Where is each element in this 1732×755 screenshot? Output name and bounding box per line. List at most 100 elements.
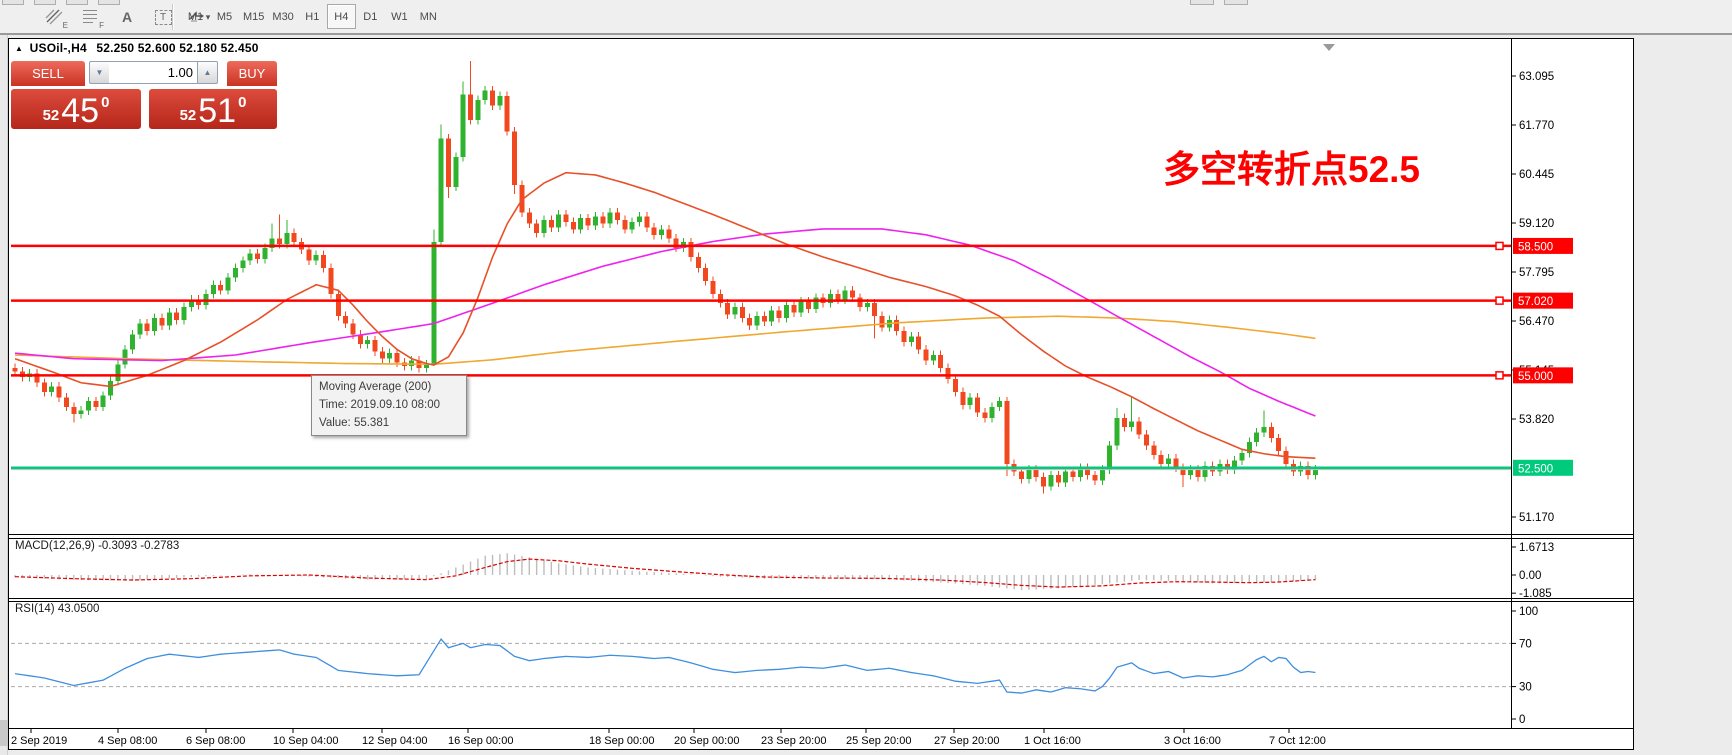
date-tick-label: 16 Sep 00:00 [448, 735, 513, 747]
cursor-mode-button[interactable]: ▾ [184, 4, 214, 30]
price-tick-label: 60.445 [1519, 169, 1554, 181]
trade-controls-row: SELL ▼ ▲ BUY [11, 61, 277, 86]
date-tick-label: 25 Sep 20:00 [846, 735, 911, 747]
date-axis[interactable]: 2 Sep 2019 4 Sep 08:00 6 Sep 08:00 10 Sep 0… [11, 729, 1326, 747]
volume-decrease-button[interactable]: ▼ [89, 61, 110, 84]
buy-button[interactable]: BUY [227, 61, 277, 86]
price-tick-label: 57.795 [1519, 267, 1554, 279]
toolbar-sliver [66, 0, 88, 5]
collapse-arrow-icon[interactable]: ▲ [15, 44, 24, 53]
date-tick-label: 4 Sep 08:00 [98, 735, 157, 747]
tooltip-title: Moving Average (200) [319, 381, 432, 393]
date-tick-label: 10 Sep 04:00 [273, 735, 338, 747]
sell-price-sup: 0 [101, 94, 110, 111]
buy-price-sup: 0 [238, 94, 247, 111]
price-axis: 63.09561.77060.44559.12057.79556.47055.1… [1511, 71, 1573, 726]
sell-price-panel[interactable]: 52 45 0 [11, 89, 141, 129]
timeframe-button-d1[interactable]: D1 [363, 10, 378, 23]
date-tick-label: 20 Sep 00:00 [674, 735, 739, 747]
text-box-tool-button[interactable]: T [148, 4, 178, 30]
tool-letter: E [62, 21, 68, 30]
hline-price-label: 58.500 [1518, 241, 1553, 253]
volume-increase-button[interactable]: ▲ [197, 61, 218, 84]
volume-input[interactable] [109, 61, 198, 84]
chart-window: 63.09561.77060.44559.12057.79556.47055.1… [8, 38, 1634, 750]
date-tick-label: 12 Sep 04:00 [362, 735, 427, 747]
cursor-mode-icon [189, 11, 204, 22]
tooltip-value: Value: 55.381 [319, 416, 390, 429]
buy-price-panel[interactable]: 52 51 0 [149, 89, 277, 129]
date-tick-label: 7 Oct 12:00 [1269, 735, 1326, 747]
one-click-trading-widget: SELL ▼ ▲ BUY 52 45 0 52 51 0 [11, 61, 277, 131]
indicator-tooltip: Moving Average (200) Time: 2019.09.10 08… [311, 375, 467, 437]
chart-canvas[interactable]: 63.09561.77060.44559.12057.79556.47055.1… [9, 39, 1633, 749]
buy-price-big: 51 [198, 91, 237, 130]
horizontal-lines-group[interactable] [11, 241, 1511, 471]
price-tick-label: 61.770 [1519, 120, 1554, 132]
price-tick-label: 63.095 [1519, 71, 1554, 83]
ohlc-values: 52.250 52.600 52.180 52.450 [96, 41, 259, 55]
tool-letter: F [99, 21, 104, 30]
toolbar-sliver [2, 0, 24, 5]
rsi-pane-label: RSI(14) 43.0500 [15, 603, 100, 615]
text-label-tool-button[interactable]: A [112, 4, 142, 30]
grid-icon [83, 10, 97, 23]
grid-tool-button[interactable]: F [76, 4, 106, 30]
toolbar: E F A T [0, 0, 1732, 35]
timeframe-button-w1[interactable]: W1 [391, 10, 408, 23]
price-tick-label: 53.820 [1519, 414, 1554, 426]
rsi-tick-label: 0 [1519, 714, 1525, 726]
sell-price-big: 45 [61, 91, 100, 130]
rsi-tick-label: 70 [1519, 638, 1532, 650]
text-box-icon: T [154, 9, 172, 25]
price-tick-label: 56.470 [1519, 316, 1554, 328]
tooltip-time: Time: 2019.09.10 08:00 [319, 398, 441, 411]
hline-price-label: 52.500 [1518, 463, 1553, 475]
draw-lines-tool-button[interactable]: E [40, 4, 70, 30]
timeframe-button-m5[interactable]: M5 [216, 10, 233, 23]
sell-price-prefix: 52 [42, 107, 60, 124]
timeframe-button-m1[interactable]: M1 [187, 10, 204, 23]
pane-borders [9, 39, 1633, 729]
price-tick-label: 59.120 [1519, 218, 1554, 230]
rsi-tick-label: 100 [1519, 606, 1538, 618]
buy-price-prefix: 52 [179, 107, 197, 124]
spinner-down-icon: ▼ [95, 68, 104, 77]
macd-tick-label: -1.085 [1519, 588, 1552, 600]
timeframe-button-h1[interactable]: H1 [305, 10, 320, 23]
sell-button[interactable]: SELL [11, 61, 85, 86]
spinner-up-icon: ▲ [203, 68, 212, 77]
toolbar-sliver [1190, 0, 1214, 5]
date-tick-label: 3 Oct 16:00 [1164, 735, 1221, 747]
draw-lines-icon [45, 9, 63, 25]
chart-shift-marker-icon[interactable] [1323, 44, 1335, 51]
candles-group [12, 61, 1318, 494]
macd-group [14, 553, 1317, 591]
timeframe-button-h4[interactable]: H4 [326, 4, 356, 29]
hline-price-label: 55.000 [1518, 371, 1553, 383]
timeframe-button-m30[interactable]: M30 [272, 10, 294, 23]
timeframe-button-mn[interactable]: MN [419, 10, 437, 23]
toolbar-sliver [1224, 0, 1248, 5]
macd-pane-label: MACD(12,26,9) -0.3093 -0.2783 [15, 540, 180, 552]
drawing-tools-group: E F A T [40, 4, 214, 30]
symbol-title: USOil-,H4 [29, 41, 87, 55]
price-tick-label: 51.170 [1519, 512, 1554, 524]
date-tick-label: 2 Sep 2019 [11, 735, 67, 747]
macd-tick-label: 1.6713 [1519, 542, 1554, 554]
date-tick-label: 1 Oct 16:00 [1024, 735, 1081, 747]
chart-annotation-text: 多空转折点52.5 [1163, 149, 1421, 190]
timeframe-button-m15[interactable]: M15 [243, 10, 265, 23]
text-label-icon: A [121, 9, 133, 25]
date-tick-label: 27 Sep 20:00 [934, 735, 999, 747]
left-edge-strip [0, 35, 8, 755]
date-tick-label: 23 Sep 20:00 [761, 735, 826, 747]
scrollbar-thumb[interactable] [0, 720, 8, 746]
macd-tick-label: 0.00 [1519, 570, 1541, 582]
toolbar-sliver [98, 0, 120, 5]
toolbar-separator [172, 4, 174, 30]
chart-header: ▲ USOil-,H4 52.250 52.600 52.180 52.450 [15, 41, 259, 55]
rsi-tick-label: 30 [1519, 682, 1532, 694]
date-tick-label: 18 Sep 00:00 [589, 735, 654, 747]
